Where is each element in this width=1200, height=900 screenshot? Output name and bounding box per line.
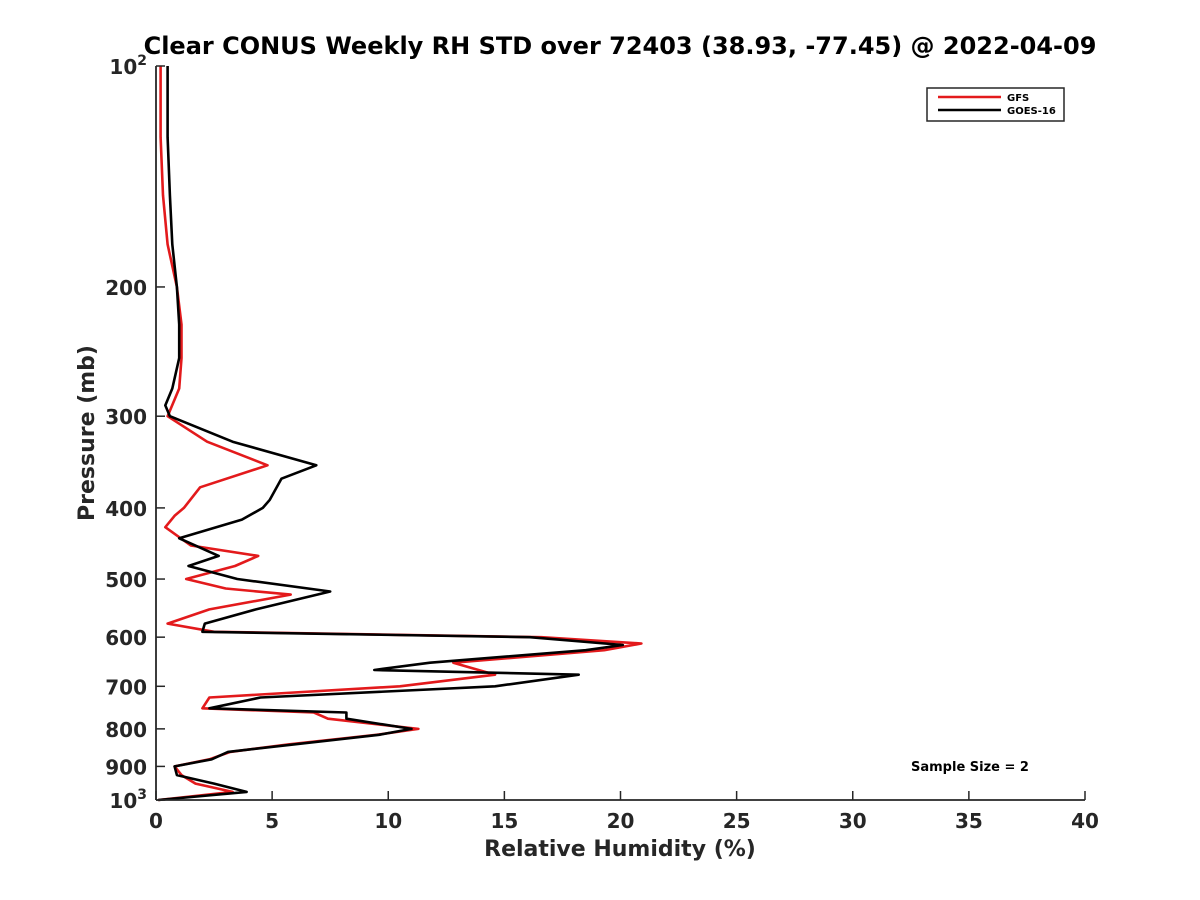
x-tick-label: 30 (839, 809, 867, 833)
y-tick-label: 200 (105, 276, 147, 300)
x-tick-label: 40 (1071, 809, 1099, 833)
y-tick-label: 400 (105, 497, 147, 521)
x-tick-label: 5 (265, 809, 279, 833)
x-tick-label: 25 (723, 809, 751, 833)
plot-lines (158, 66, 643, 802)
y-axis-ticks: 102 200 300 400 500 600 700 800 900 103 (105, 53, 165, 813)
y-axis-label: Pressure (mb) (75, 345, 100, 521)
y-tick-label: 800 (105, 718, 147, 742)
y-tick-label: 103 (109, 787, 147, 813)
y-tick-label: 102 (109, 53, 147, 79)
x-tick-label: 20 (607, 809, 635, 833)
y-tick-label: 700 (105, 675, 147, 699)
x-tick-label: 0 (149, 809, 163, 833)
x-axis-label: Relative Humidity (%) (484, 837, 756, 862)
sample-size-annotation: Sample Size = 2 (911, 760, 1029, 775)
legend-box (926, 87, 1065, 122)
x-tick-label: 15 (490, 809, 518, 833)
legend: GFS GOES-16 (926, 87, 1065, 122)
y-tick-label: 500 (105, 568, 147, 592)
y-tick-label: 300 (105, 405, 147, 429)
y-tick-label: 900 (105, 755, 147, 779)
x-tick-label: 35 (955, 809, 983, 833)
x-tick-label: 10 (374, 809, 402, 833)
legend-label-goes-16: GOES-16 (1007, 106, 1056, 117)
chart-title: Clear CONUS Weekly RH STD over 72403 (38… (144, 32, 1097, 60)
axes (155, 66, 1085, 801)
legend-label-gfs: GFS (1007, 93, 1029, 104)
x-axis-ticks: 0 5 10 15 20 25 30 35 40 (149, 791, 1099, 833)
y-tick-label: 600 (105, 626, 147, 650)
series-line-goes-16 (158, 66, 625, 802)
